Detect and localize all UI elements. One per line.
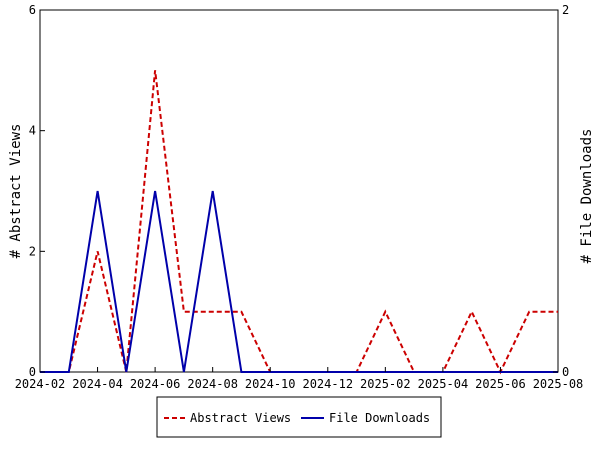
x-tick-label: 2024-06: [130, 377, 181, 391]
x-tick-label: 2024-02: [15, 377, 66, 391]
y-left-tick-label: 4: [29, 124, 36, 138]
y-left-tick-label: 2: [29, 244, 36, 258]
y-right-tick-label: 2: [562, 3, 569, 17]
x-tick-label: 2024-04: [72, 377, 123, 391]
x-tick-label: 2024-08: [187, 377, 238, 391]
x-tick-label: 2025-02: [360, 377, 411, 391]
axes-layer: 2024-02 2024-04 2024-06 2024-08 2024-10 2024-…: [15, 3, 584, 391]
y-right-tick-label: 0: [562, 365, 569, 379]
y-axis-right-label: # File Downloads: [579, 129, 595, 264]
x-tick-label: 2025-06: [475, 377, 526, 391]
series-layer: [40, 70, 558, 375]
x-tick-label: 2024-10: [245, 377, 296, 391]
legend-label-file-downloads: File Downloads: [329, 411, 430, 425]
legend: Abstract Views File Downloads: [156, 396, 442, 438]
legend-box: [156, 396, 442, 438]
y-axis-left-label: # Abstract Views: [8, 124, 24, 259]
plot-area: [39, 9, 559, 373]
legend-label-abstract-views: Abstract Views: [190, 411, 291, 425]
series-line-file-downloads: [40, 190, 558, 373]
x-tick-label: 2025-08: [533, 377, 584, 391]
x-tick-label: 2025-04: [418, 377, 469, 391]
x-tick-label: 2024-12: [302, 377, 353, 391]
y-left-tick-label: 6: [29, 3, 36, 17]
y-left-tick-label: 0: [29, 365, 36, 379]
